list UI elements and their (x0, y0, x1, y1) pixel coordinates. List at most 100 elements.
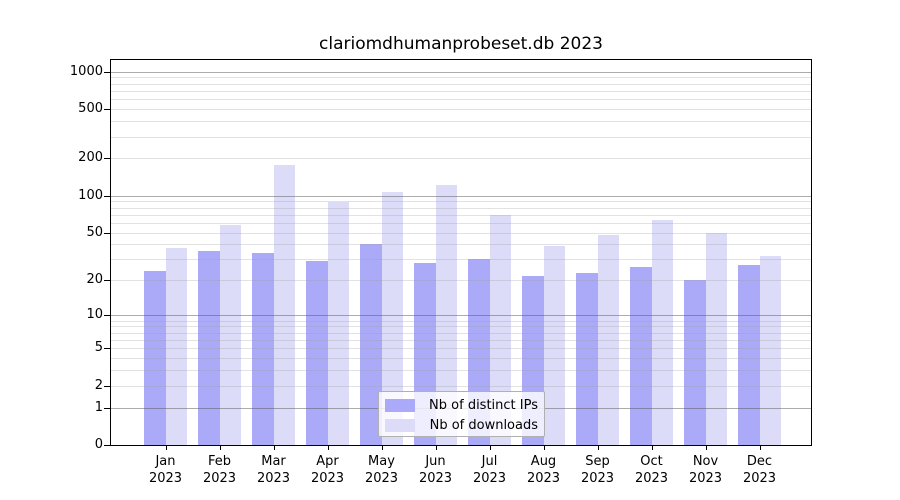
y-tick (104, 195, 110, 197)
month-label: Jan (155, 454, 176, 469)
legend-swatch-downloads (385, 418, 415, 432)
year-label: 2023 (688, 471, 723, 486)
y-tick-label: 200 (78, 150, 103, 166)
x-tick (381, 446, 383, 450)
x-tick (651, 446, 653, 450)
month-label: Jul (481, 454, 498, 469)
y-tick-label: 5 (94, 340, 103, 356)
bar-nb-of-distinct-ips-apr (306, 261, 328, 445)
year-label: 2023 (634, 471, 669, 486)
month-label: Sep (585, 454, 610, 469)
x-tick-label: Jun 2023 (406, 453, 466, 487)
year-label: 2023 (256, 471, 291, 486)
legend-row-distinct-ips: Nb of distinct IPs (385, 395, 538, 415)
x-tick-label: Oct 2023 (622, 453, 682, 487)
bar-nb-of-distinct-ips-oct (630, 266, 652, 445)
y-tick (104, 158, 110, 160)
x-tick (435, 446, 437, 450)
y-tick (104, 315, 110, 317)
y-tick-label: 0 (94, 437, 103, 452)
bar-nb-of-downloads-apr (327, 201, 349, 445)
x-tick (597, 446, 599, 450)
x-tick (165, 446, 167, 450)
bar-nb-of-distinct-ips-sep (576, 273, 598, 445)
y-tick (104, 407, 110, 409)
bar-nb-of-downloads-jun (435, 185, 457, 445)
bar-nb-of-distinct-ips-may (360, 244, 382, 445)
bars-layer (111, 60, 811, 445)
y-tick (104, 109, 110, 111)
x-tick-label: Nov 2023 (676, 453, 736, 487)
bar-nb-of-downloads-jan (165, 248, 187, 445)
year-label: 2023 (418, 471, 453, 486)
bar-nb-of-downloads-aug (543, 245, 565, 445)
y-tick (104, 385, 110, 387)
x-tick-label: Jul 2023 (460, 453, 520, 487)
y-tick-label: 20 (86, 272, 103, 288)
y-tick-label: 50 (86, 224, 103, 240)
bar-nb-of-downloads-may (381, 192, 403, 445)
x-tick (327, 446, 329, 450)
year-label: 2023 (526, 471, 561, 486)
bar-nb-of-downloads-mar (273, 164, 295, 445)
bar-nb-of-downloads-feb (219, 224, 241, 445)
x-tick (705, 446, 707, 450)
x-tick (543, 446, 545, 450)
y-tick (104, 280, 110, 282)
y-tick-label: 10 (86, 307, 103, 323)
bar-nb-of-distinct-ips-nov (684, 280, 706, 445)
legend-label-distinct-ips: Nb of distinct IPs (429, 397, 538, 413)
y-tick (104, 348, 110, 350)
month-label: Apr (316, 454, 339, 469)
bar-nb-of-distinct-ips-feb (198, 251, 220, 445)
plot-area: Nb of distinct IPs Nb of downloads (110, 59, 812, 446)
x-tick (219, 446, 221, 450)
chart-title: clariomdhumanprobeset.db 2023 (319, 34, 603, 54)
y-tick (104, 445, 110, 446)
x-tick (273, 446, 275, 450)
x-tick-label: Jan 2023 (136, 453, 196, 487)
year-label: 2023 (580, 471, 615, 486)
bar-nb-of-downloads-dec (759, 256, 781, 445)
legend: Nb of distinct IPs Nb of downloads (378, 391, 545, 437)
month-label: Feb (207, 454, 232, 469)
month-label: Jun (425, 454, 446, 469)
year-label: 2023 (472, 471, 507, 486)
month-label: Dec (746, 454, 773, 469)
bar-nb-of-downloads-sep (597, 234, 619, 445)
y-tick-label: 1000 (69, 63, 103, 79)
month-label: May (368, 454, 395, 469)
year-label: 2023 (202, 471, 237, 486)
year-label: 2023 (310, 471, 345, 486)
legend-label-downloads: Nb of downloads (429, 417, 538, 433)
legend-row-downloads: Nb of downloads (385, 415, 538, 435)
y-tick-label: 500 (78, 101, 103, 117)
y-tick (104, 232, 110, 234)
x-tick-label: Mar 2023 (244, 453, 304, 487)
bar-nb-of-downloads-jul (489, 214, 511, 445)
y-tick-label: 100 (78, 187, 103, 203)
month-label: Aug (530, 454, 557, 469)
x-tick-label: Dec 2023 (730, 453, 790, 487)
bar-nb-of-distinct-ips-mar (252, 252, 274, 445)
y-tick-label: 2 (94, 377, 103, 393)
bar-nb-of-distinct-ips-jan (144, 271, 166, 445)
x-tick-label: Feb 2023 (190, 453, 250, 487)
x-tick (759, 446, 761, 450)
x-tick-label: May 2023 (352, 453, 412, 487)
x-tick-label: Aug 2023 (514, 453, 574, 487)
bar-nb-of-distinct-ips-dec (738, 264, 760, 445)
month-label: Mar (261, 454, 286, 469)
y-tick-label: 1 (94, 399, 103, 415)
month-label: Oct (640, 454, 663, 469)
year-label: 2023 (364, 471, 399, 486)
year-label: 2023 (742, 471, 777, 486)
x-tick-label: Apr 2023 (298, 453, 358, 487)
year-label: 2023 (148, 471, 183, 486)
bar-nb-of-downloads-oct (651, 220, 673, 445)
legend-swatch-distinct-ips (385, 398, 415, 412)
bar-nb-of-downloads-nov (705, 232, 727, 445)
y-tick (104, 71, 110, 73)
month-label: Nov (692, 454, 719, 469)
